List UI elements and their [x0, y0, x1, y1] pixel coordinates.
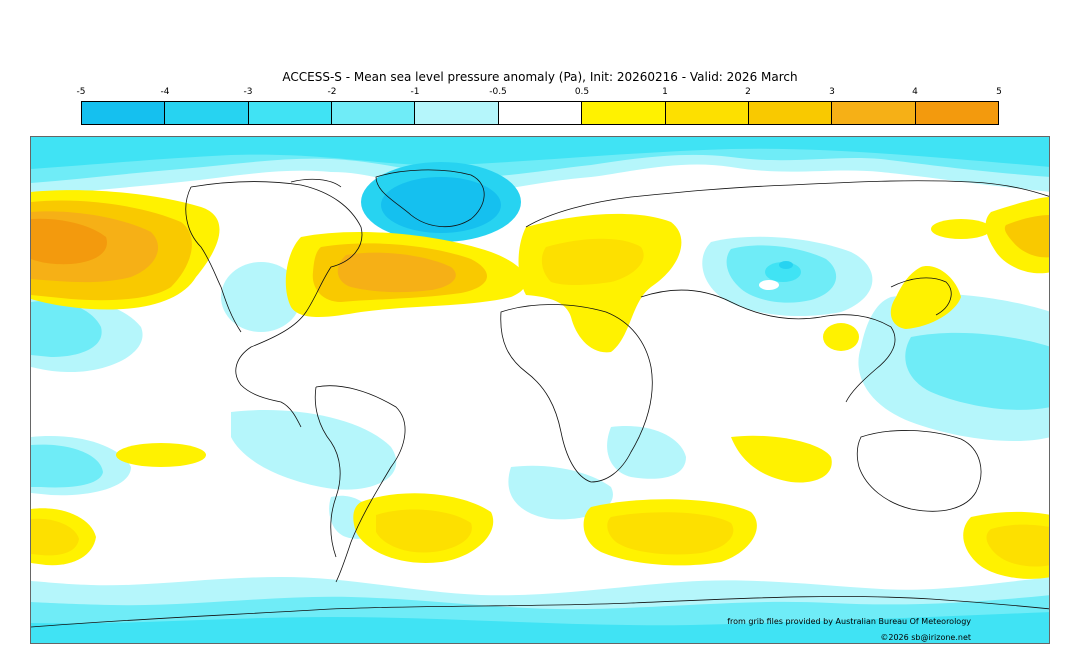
colorbar-segment — [248, 102, 333, 124]
colorbar-segment — [748, 102, 833, 124]
colorbar-segment — [165, 102, 249, 124]
colorbar-segment — [498, 102, 583, 124]
arctic-low-band — [31, 137, 1049, 195]
map-canvas — [31, 137, 1049, 643]
colorbar-segment — [582, 102, 666, 124]
colorbar-tick: 1 — [662, 87, 668, 97]
world-map: from grib files provided by Australian B… — [30, 136, 1050, 644]
copyright-credit: ©2026 sb@irizone.net — [880, 633, 971, 642]
colorbar-segment — [915, 102, 998, 124]
source-credit: from grib files provided by Australian B… — [727, 617, 971, 626]
colorbar — [81, 101, 999, 125]
positive-anomaly-patches — [31, 190, 1049, 579]
colorbar-tick: 0.5 — [574, 87, 590, 97]
colorbar-tick: 4 — [912, 87, 918, 97]
colorbar-tick: 3 — [829, 87, 835, 97]
colorbar-tick: 2 — [745, 87, 751, 97]
colorbar-segment — [665, 102, 749, 124]
colorbar-segment — [832, 102, 916, 124]
colorbar-segment — [82, 102, 166, 124]
coastlines — [31, 169, 1049, 628]
colorbar-tick: -1 — [410, 87, 420, 97]
colorbar-tick: -5 — [76, 87, 86, 97]
greenland-low — [361, 162, 521, 242]
colorbar-tick: -3 — [243, 87, 253, 97]
colorbar-tick: 5 — [996, 87, 1002, 97]
colorbar-segment — [332, 102, 416, 124]
colorbar-tick: -2 — [327, 87, 337, 97]
colorbar-tick: -0.5 — [489, 87, 507, 97]
antarctic-low-band — [31, 577, 1049, 643]
map-title: ACCESS-S - Mean sea level pressure anoma… — [282, 70, 798, 84]
colorbar-tick: -4 — [160, 87, 170, 97]
negative-anomaly-patches — [31, 236, 1049, 539]
colorbar-segment — [415, 102, 499, 124]
